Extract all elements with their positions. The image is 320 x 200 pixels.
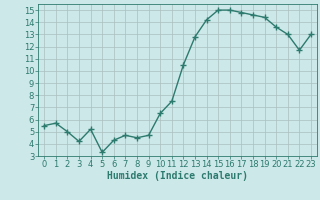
X-axis label: Humidex (Indice chaleur): Humidex (Indice chaleur) bbox=[107, 171, 248, 181]
